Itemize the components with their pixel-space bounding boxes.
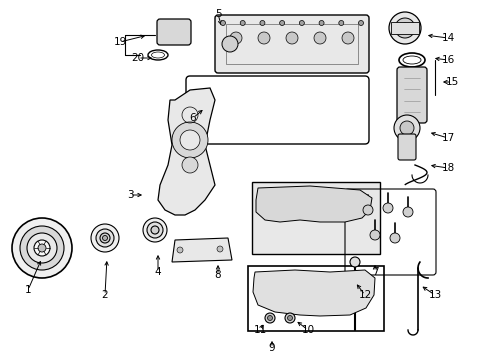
Circle shape [369, 230, 379, 240]
Circle shape [34, 240, 50, 256]
Circle shape [102, 235, 107, 240]
Bar [390, 22, 418, 34]
Circle shape [180, 130, 200, 150]
Circle shape [338, 21, 343, 26]
Circle shape [388, 12, 420, 44]
Text: 8: 8 [214, 270, 221, 280]
Circle shape [382, 203, 392, 213]
Circle shape [96, 229, 114, 247]
Circle shape [389, 233, 399, 243]
Circle shape [217, 246, 223, 252]
Circle shape [220, 21, 225, 26]
Text: 10: 10 [301, 325, 314, 335]
Circle shape [399, 121, 413, 135]
Text: 20: 20 [131, 53, 144, 63]
Circle shape [285, 32, 297, 44]
Text: 17: 17 [441, 133, 454, 143]
Circle shape [399, 23, 409, 33]
Circle shape [20, 226, 64, 270]
Text: 15: 15 [445, 77, 458, 87]
Circle shape [151, 226, 159, 234]
Text: 18: 18 [441, 163, 454, 173]
Circle shape [142, 218, 167, 242]
Circle shape [341, 32, 353, 44]
Text: 2: 2 [102, 290, 108, 300]
Circle shape [222, 36, 238, 52]
Polygon shape [158, 88, 215, 215]
Bar [251, 182, 379, 254]
Text: 5: 5 [214, 9, 221, 19]
Circle shape [264, 313, 274, 323]
Text: 6: 6 [189, 113, 196, 123]
Text: 12: 12 [358, 290, 371, 300]
Circle shape [402, 207, 412, 217]
Circle shape [362, 205, 372, 215]
Circle shape [267, 315, 272, 320]
Circle shape [358, 21, 363, 26]
Text: 16: 16 [441, 55, 454, 65]
Circle shape [229, 32, 242, 44]
Polygon shape [256, 186, 371, 222]
Text: 14: 14 [441, 33, 454, 43]
Circle shape [172, 122, 207, 158]
Circle shape [299, 21, 304, 26]
Circle shape [285, 313, 294, 323]
Text: 13: 13 [427, 290, 441, 300]
Circle shape [12, 218, 72, 278]
Text: 9: 9 [268, 343, 275, 353]
Circle shape [27, 233, 57, 263]
Polygon shape [172, 238, 231, 262]
Circle shape [260, 21, 264, 26]
FancyBboxPatch shape [157, 19, 191, 45]
Circle shape [394, 18, 414, 38]
Circle shape [349, 257, 359, 267]
Polygon shape [252, 270, 374, 316]
FancyBboxPatch shape [215, 15, 368, 73]
Text: 3: 3 [126, 190, 133, 200]
Circle shape [38, 244, 46, 252]
Text: 1: 1 [24, 285, 31, 295]
Circle shape [313, 32, 325, 44]
FancyBboxPatch shape [397, 134, 415, 160]
Circle shape [393, 115, 419, 141]
Text: 19: 19 [113, 37, 126, 47]
Circle shape [177, 247, 183, 253]
Bar [247, 266, 383, 331]
Circle shape [240, 21, 244, 26]
Circle shape [147, 222, 163, 238]
Circle shape [318, 21, 324, 26]
Circle shape [100, 233, 110, 243]
Bar [225, 24, 357, 64]
Circle shape [258, 32, 269, 44]
Text: 11: 11 [253, 325, 266, 335]
FancyBboxPatch shape [396, 67, 426, 123]
Circle shape [287, 315, 292, 320]
Circle shape [279, 21, 284, 26]
Text: 4: 4 [154, 267, 161, 277]
Circle shape [91, 224, 119, 252]
Text: 7: 7 [371, 267, 378, 277]
Circle shape [182, 157, 198, 173]
